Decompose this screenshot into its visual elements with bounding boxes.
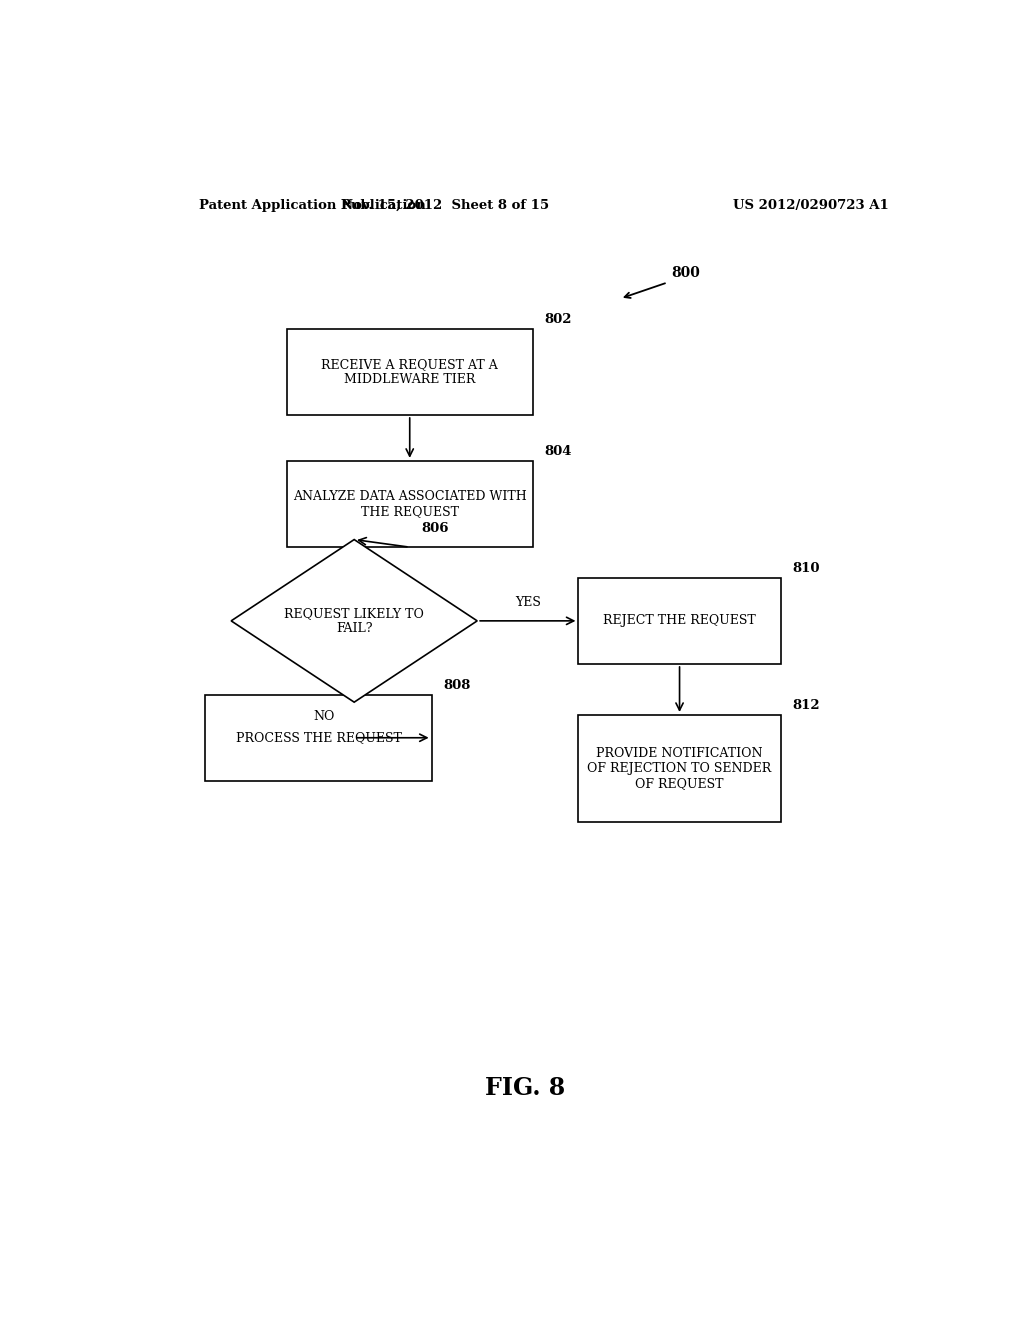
Text: 804: 804: [545, 445, 572, 458]
Text: 806: 806: [422, 523, 450, 536]
Text: ANALYZE DATA ASSOCIATED WITH
THE REQUEST: ANALYZE DATA ASSOCIATED WITH THE REQUEST: [293, 490, 526, 517]
Text: Nov. 15, 2012  Sheet 8 of 15: Nov. 15, 2012 Sheet 8 of 15: [341, 198, 550, 211]
Bar: [579, 578, 780, 664]
Text: 808: 808: [443, 678, 471, 692]
Text: 810: 810: [793, 561, 820, 574]
Text: 802: 802: [545, 313, 572, 326]
Text: 800: 800: [672, 267, 700, 280]
Text: PROVIDE NOTIFICATION
OF REJECTION TO SENDER
OF REQUEST: PROVIDE NOTIFICATION OF REJECTION TO SEN…: [588, 747, 772, 789]
Text: 812: 812: [793, 698, 820, 711]
Text: Patent Application Publication: Patent Application Publication: [200, 198, 426, 211]
Bar: [206, 694, 431, 781]
Text: PROCESS THE REQUEST: PROCESS THE REQUEST: [236, 731, 401, 744]
Text: YES: YES: [515, 595, 541, 609]
Text: RECEIVE A REQUEST AT A
MIDDLEWARE TIER: RECEIVE A REQUEST AT A MIDDLEWARE TIER: [322, 358, 498, 385]
Bar: [287, 329, 532, 414]
Text: NO: NO: [313, 710, 334, 723]
Bar: [579, 715, 780, 821]
Text: REJECT THE REQUEST: REJECT THE REQUEST: [603, 614, 756, 627]
Text: US 2012/0290723 A1: US 2012/0290723 A1: [732, 198, 889, 211]
Bar: [287, 461, 532, 548]
Polygon shape: [231, 540, 477, 702]
Text: FIG. 8: FIG. 8: [484, 1076, 565, 1101]
Text: REQUEST LIKELY TO
FAIL?: REQUEST LIKELY TO FAIL?: [285, 607, 424, 635]
